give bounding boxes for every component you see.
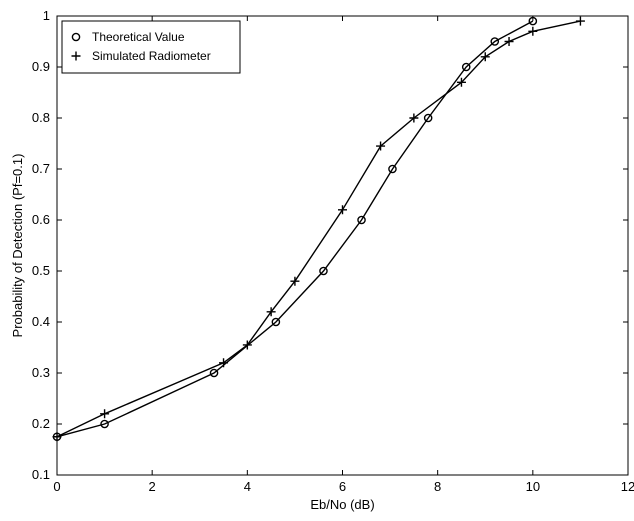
legend-box	[61, 20, 241, 74]
circle-data-point	[319, 266, 328, 276]
x-tick-label: 0	[53, 479, 60, 494]
legend-plus-icon	[71, 51, 81, 61]
plus-data-point	[456, 77, 466, 87]
circle-data-point	[388, 164, 397, 174]
circle-data-point	[209, 368, 219, 378]
plus-data-point	[504, 37, 514, 46]
circle-data-point	[271, 317, 281, 327]
plus-data-point	[242, 340, 252, 350]
y-tick-label: 0.4	[32, 314, 50, 329]
circle-data-point	[100, 419, 109, 429]
x-tick-label: 6	[339, 479, 346, 494]
series-markers	[52, 16, 585, 442]
y-tick-label: 1	[43, 8, 50, 23]
plus-data-point	[338, 205, 347, 215]
plus-data-point	[409, 113, 419, 123]
plus-data-point	[376, 141, 386, 151]
plus-data-point	[100, 409, 110, 419]
y-tick-label: 0.8	[32, 110, 50, 125]
circle-data-point	[490, 37, 500, 46]
y-axis-title: Probability of Detection (Pf=0.1)	[10, 154, 25, 338]
plus-data-point	[290, 276, 300, 286]
x-tick-label: 12	[621, 479, 634, 494]
legend-circle-icon	[71, 32, 81, 42]
series-line-theoretical	[56, 20, 534, 438]
plus-data-point	[480, 52, 490, 62]
legend-marker-theoretical	[71, 32, 81, 42]
circle-data-point	[461, 62, 471, 72]
y-tick-labels: 0.1 0.2 0.3 0.4 0.5 0.6 0.7 0.8 0.9 1	[32, 8, 50, 482]
x-tick-label: 10	[526, 479, 540, 494]
series-line-simulated	[56, 20, 581, 438]
legend: Theoretical Value Simulated Radiometer	[61, 20, 241, 74]
y-tick-label: 0.2	[32, 416, 50, 431]
y-tick-label: 0.6	[32, 212, 50, 227]
plus-data-point	[219, 358, 229, 368]
axis-ticks	[56, 15, 629, 476]
legend-label-theoretical: Theoretical Value	[92, 30, 185, 44]
x-tick-labels: 0 2 4 6 8 10 12	[53, 479, 634, 494]
x-tick-label: 2	[149, 479, 156, 494]
y-tick-label: 0.9	[32, 59, 50, 74]
y-tick-label: 0.5	[32, 263, 50, 278]
series-lines	[56, 20, 581, 438]
y-tick-label: 0.7	[32, 161, 50, 176]
legend-marker-simulated	[71, 51, 81, 61]
y-tick-label: 0.1	[32, 467, 50, 482]
x-tick-label: 8	[434, 479, 441, 494]
circle-data-point	[357, 215, 366, 225]
x-axis-title: Eb/No (dB)	[310, 497, 374, 512]
legend-label-simulated: Simulated Radiometer	[92, 49, 211, 63]
plus-data-point	[266, 307, 276, 317]
x-tick-label: 4	[244, 479, 251, 494]
circle-data-point	[423, 113, 433, 123]
plus-data-point	[528, 26, 538, 36]
y-tick-label: 0.3	[32, 365, 50, 380]
plus-data-point	[575, 16, 585, 26]
